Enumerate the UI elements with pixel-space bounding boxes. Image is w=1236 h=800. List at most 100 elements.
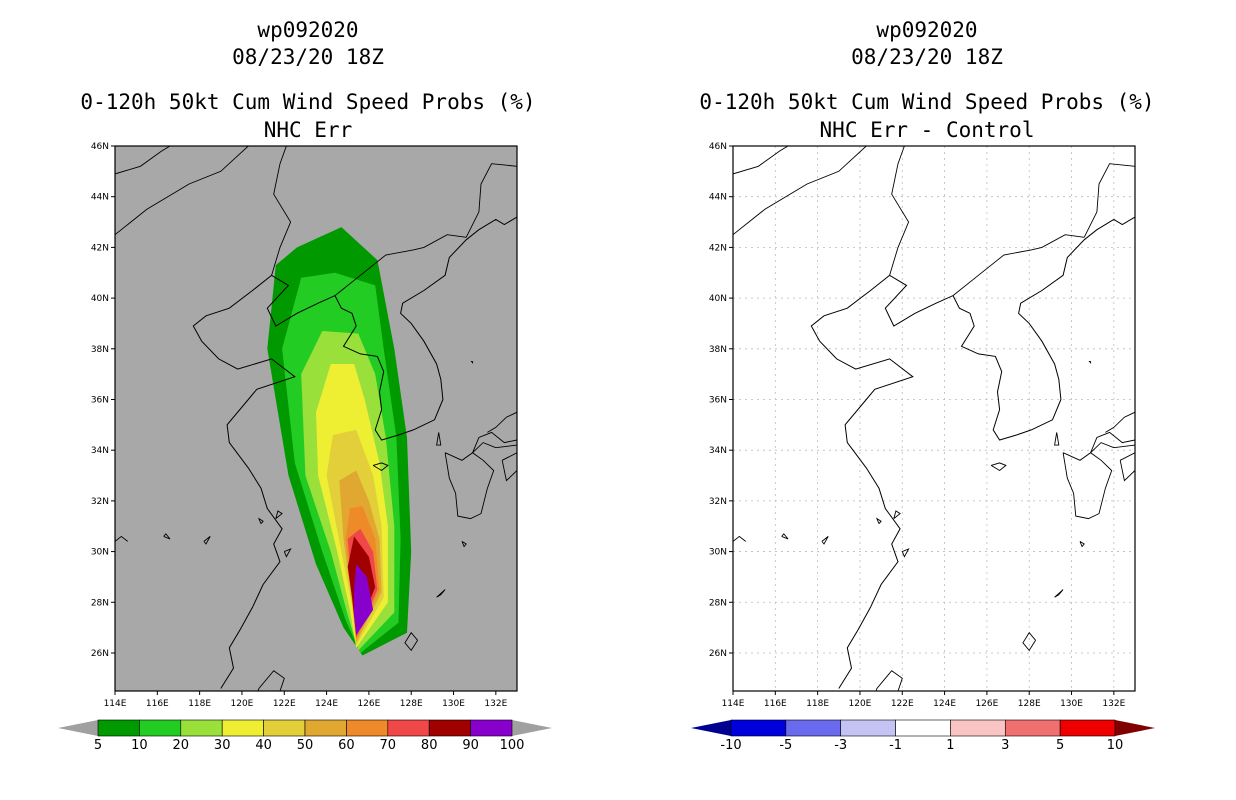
legend-swatch	[180, 719, 223, 737]
legend-end-left	[58, 720, 98, 736]
island-outline	[470, 361, 474, 364]
legend-label: -5	[779, 738, 792, 753]
x-tick-label: 120E	[849, 699, 872, 709]
island-outline	[893, 510, 901, 519]
island-outline	[990, 462, 1007, 472]
island-outline	[1079, 541, 1085, 548]
x-tick-label: 114E	[104, 699, 127, 709]
y-tick-label: 30N	[709, 548, 727, 558]
island-outline	[1119, 452, 1135, 482]
x-tick-label: 128E	[400, 699, 423, 709]
map-background	[733, 146, 1135, 691]
island-outline	[821, 536, 829, 545]
legend-label: -3	[834, 738, 847, 753]
legend-swatch	[387, 719, 430, 737]
island-outline	[875, 517, 882, 524]
island-outline	[372, 462, 389, 472]
x-tick-label: 132E	[1102, 699, 1125, 709]
island-outline	[1062, 452, 1113, 520]
left-storm-id: wp092020	[257, 18, 359, 42]
legend-swatch	[785, 719, 842, 737]
legend-swatch	[1059, 719, 1116, 737]
left-chart-title: 0-120h 50kt Cum Wind Speed Probs (%)	[80, 90, 536, 114]
right-chart-title: 0-120h 50kt Cum Wind Speed Probs (%)	[699, 90, 1155, 114]
island-outline	[163, 533, 171, 540]
island-outline	[257, 670, 285, 691]
y-tick-label: 38N	[709, 345, 727, 355]
x-tick-label: 132E	[484, 699, 507, 709]
legend-swatch	[1004, 719, 1061, 737]
x-tick-label: 118E	[188, 699, 211, 709]
y-tick-label: 34N	[91, 446, 109, 456]
legend-label: 3	[1001, 738, 1009, 753]
legend-swatch	[730, 719, 787, 737]
y-tick-label: 38N	[91, 345, 109, 355]
island-outline	[781, 533, 789, 540]
y-tick-label: 32N	[709, 497, 727, 507]
x-tick-label: 122E	[891, 699, 914, 709]
island-outline	[1022, 631, 1036, 652]
legend-right: -10 -5 -3 -1 1 3 5 10	[691, 719, 1155, 753]
y-tick-label: 46N	[709, 142, 727, 152]
left-datetime: 08/23/20 18Z	[232, 45, 384, 69]
island-outline	[444, 452, 495, 520]
y-tick-label: 44N	[91, 193, 109, 203]
legend-swatch	[139, 719, 182, 737]
legend-label: 80	[421, 738, 438, 753]
x-tick-label: 130E	[1060, 699, 1083, 709]
island-outline	[487, 411, 517, 433]
legend-swatch	[470, 719, 513, 737]
legend-label: -1	[889, 738, 902, 753]
right-storm-id: wp092020	[876, 18, 978, 42]
island-outline	[501, 452, 517, 482]
legend-swatch	[221, 719, 264, 737]
x-tick-label: 120E	[231, 699, 254, 709]
legend-swatch	[840, 719, 896, 737]
island-outline	[461, 541, 467, 548]
x-tick-label: 116E	[146, 699, 169, 709]
island-outline	[203, 536, 211, 545]
border-line	[733, 146, 789, 175]
island-outline	[436, 589, 446, 598]
legend-end-right	[512, 720, 552, 736]
island-outline	[1090, 431, 1135, 454]
island-outline	[1054, 589, 1064, 598]
coastline	[192, 216, 517, 689]
legend-swatch	[895, 719, 951, 737]
legend-end-right	[1115, 720, 1155, 736]
map-frame	[114, 145, 518, 692]
island-outline	[901, 548, 910, 558]
island-outline	[283, 548, 292, 558]
coastline	[810, 216, 1135, 689]
y-tick-label: 42N	[709, 243, 727, 253]
border-line	[889, 146, 910, 276]
legend-swatch	[263, 719, 306, 737]
island-outline	[875, 670, 903, 691]
legend-label: -10	[720, 738, 741, 753]
x-tick-label: 124E	[315, 699, 338, 709]
legend-end-left	[691, 720, 731, 736]
border-line	[115, 146, 171, 175]
y-tick-label: 26N	[91, 649, 109, 659]
y-tick-label: 36N	[709, 395, 727, 405]
y-tick-label: 28N	[91, 598, 109, 608]
legend-label: 90	[462, 738, 479, 753]
legend-label: 10	[1107, 738, 1124, 753]
legend-label: 10	[131, 738, 148, 753]
island-outline	[275, 510, 283, 519]
y-tick-label: 44N	[709, 193, 727, 203]
island-outline	[472, 431, 517, 454]
legend-label: 50	[297, 738, 314, 753]
border-line	[271, 146, 292, 276]
x-tick-label: 116E	[764, 699, 787, 709]
legend-label: 60	[338, 738, 355, 753]
island-outline	[1105, 411, 1135, 433]
y-tick-label: 40N	[91, 294, 109, 304]
x-tick-label: 114E	[722, 699, 745, 709]
legend-left: 5 10 20 30 40 50 60 70 80 90 100	[58, 719, 552, 753]
right-chart-subtitle: NHC Err - Control	[819, 118, 1035, 142]
island-outline	[404, 631, 418, 652]
x-tick-label: 126E	[357, 699, 380, 709]
y-tick-label: 28N	[709, 598, 727, 608]
